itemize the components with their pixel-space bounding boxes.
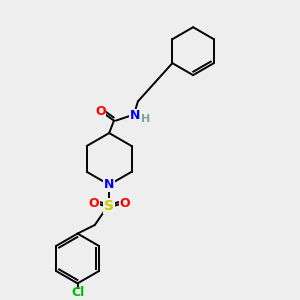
- Text: O: O: [95, 104, 106, 118]
- Text: H: H: [141, 114, 150, 124]
- Text: S: S: [104, 199, 114, 213]
- Text: Cl: Cl: [71, 286, 84, 299]
- Text: O: O: [119, 197, 130, 210]
- Text: N: N: [104, 178, 114, 191]
- Text: N: N: [130, 109, 140, 122]
- Text: O: O: [88, 197, 99, 210]
